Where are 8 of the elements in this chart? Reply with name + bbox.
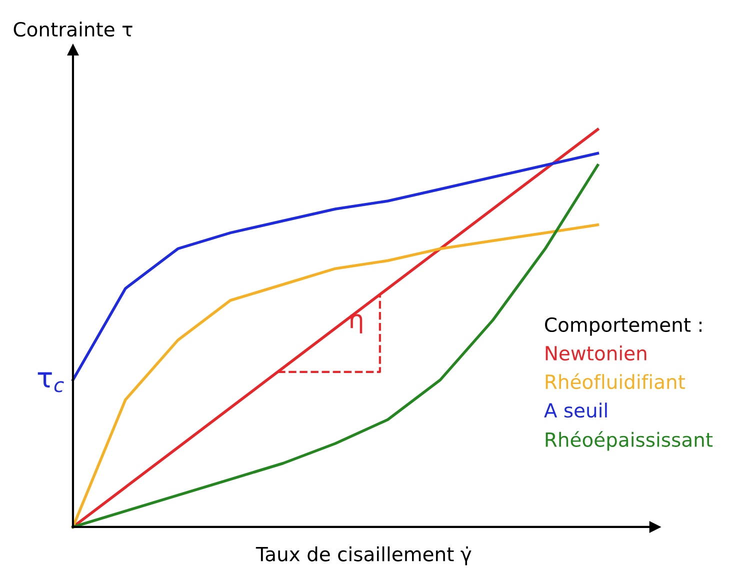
text: Newtonien <box>546 346 646 361</box>
y-axis-title: Contrainte τ <box>14 22 132 37</box>
x-axis-title: Taux de cisaillement γ̇ <box>256 546 472 566</box>
text: Rhéoépaississant <box>546 431 713 451</box>
text: τ$_{c}$ <box>38 372 64 392</box>
text: A seuil <box>544 402 607 418</box>
text: Rhéofluidifiant <box>546 373 685 390</box>
legend-title: Comportement : <box>545 317 702 336</box>
